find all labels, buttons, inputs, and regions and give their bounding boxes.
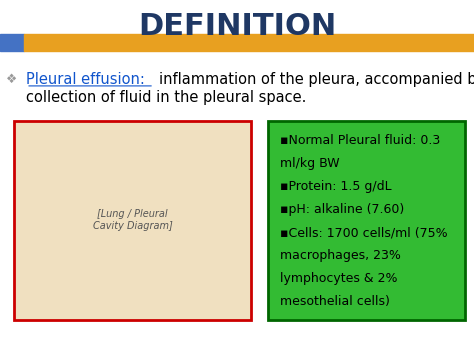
Text: inflammation of the pleura, accompanied by: inflammation of the pleura, accompanied … [159, 72, 474, 87]
Text: mesothelial cells): mesothelial cells) [280, 295, 390, 308]
Text: Pleural effusion:: Pleural effusion: [26, 72, 150, 87]
Text: ▪pH: alkaline (7.60): ▪pH: alkaline (7.60) [280, 203, 404, 216]
Bar [268, 121, 465, 320]
Text: ❖: ❖ [6, 73, 18, 86]
Text: lymphocytes & 2%: lymphocytes & 2% [280, 272, 397, 285]
Text: ▪Normal Pleural fluid: 0.3: ▪Normal Pleural fluid: 0.3 [280, 134, 440, 147]
Bar [14, 121, 251, 320]
Bar [24, 34, 474, 51]
Text: ▪Cells: 1700 cells/ml (75%: ▪Cells: 1700 cells/ml (75% [280, 226, 447, 239]
Text: collection of fluid in the pleural space.: collection of fluid in the pleural space… [26, 90, 307, 105]
Text: ml/kg BW: ml/kg BW [280, 157, 339, 170]
Text: DEFINITION: DEFINITION [138, 12, 336, 41]
Text: macrophages, 23%: macrophages, 23% [280, 249, 401, 262]
Text: ▪Protein: 1.5 g/dL: ▪Protein: 1.5 g/dL [280, 180, 391, 193]
Text: [Lung / Pleural
Cavity Diagram]: [Lung / Pleural Cavity Diagram] [93, 209, 173, 231]
Bar [0, 34, 24, 51]
